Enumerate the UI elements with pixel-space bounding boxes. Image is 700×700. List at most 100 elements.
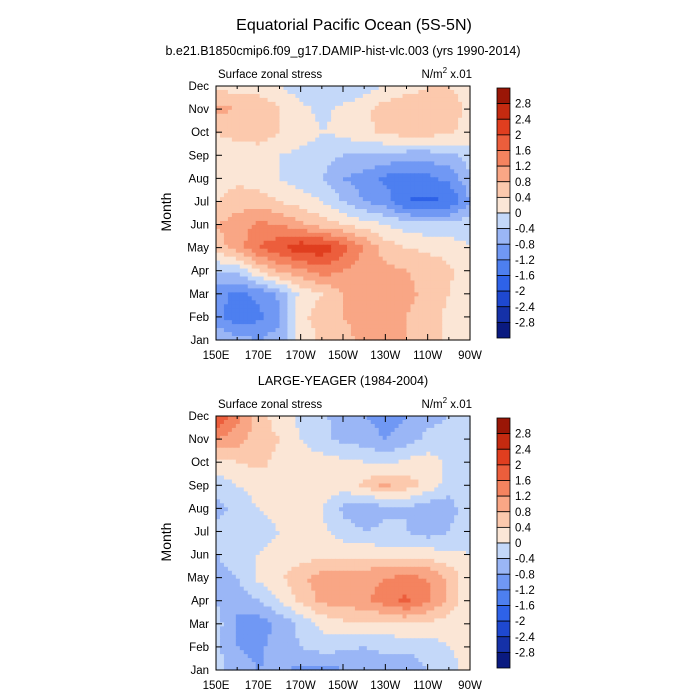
heatmap-cell xyxy=(378,129,384,135)
heatmap-cell xyxy=(323,248,328,254)
heatmap-cell xyxy=(227,419,233,425)
heatmap-cell xyxy=(223,236,229,242)
heatmap-cell xyxy=(418,316,423,321)
heatmap-cell xyxy=(259,153,265,159)
heatmap-cell xyxy=(374,224,380,230)
heatmap-cell xyxy=(251,125,257,131)
heatmap-cell xyxy=(358,316,364,321)
heatmap-cell xyxy=(398,201,404,206)
heatmap-cell xyxy=(275,161,281,166)
heatmap-cell xyxy=(350,419,356,425)
heatmap-cell xyxy=(299,145,304,151)
heatmap-cell xyxy=(442,316,447,321)
heatmap-cell xyxy=(354,185,360,190)
heatmap-cell xyxy=(434,129,439,135)
heatmap-cell xyxy=(267,260,273,266)
heatmap-cell xyxy=(243,121,249,127)
heatmap-cell xyxy=(327,93,332,99)
heatmap-cell xyxy=(239,419,245,425)
heatmap-cell xyxy=(251,419,257,425)
heatmap-cell xyxy=(227,284,233,290)
heatmap-cell xyxy=(370,157,376,163)
heatmap-cell xyxy=(442,101,447,107)
heatmap-cell xyxy=(362,117,368,123)
heatmap-cell xyxy=(335,423,340,429)
heatmap-cell xyxy=(223,177,229,182)
heatmap-cell xyxy=(343,193,348,198)
heatmap-cell xyxy=(311,181,316,186)
heatmap-cell xyxy=(219,86,225,91)
heatmap-cell xyxy=(422,145,427,151)
heatmap-cell xyxy=(462,181,467,186)
heatmap-cell xyxy=(426,141,431,147)
heatmap-cell xyxy=(235,443,241,449)
heatmap-cell xyxy=(243,149,249,155)
heatmap-cell xyxy=(398,129,404,135)
heatmap-cell xyxy=(462,308,467,313)
heatmap-cell xyxy=(331,197,336,202)
heatmap-cell xyxy=(410,455,416,461)
heatmap-cell xyxy=(438,181,443,186)
heatmap-cell xyxy=(239,177,245,182)
heatmap-cell xyxy=(231,189,237,194)
heatmap-cell xyxy=(426,280,431,286)
heatmap-cell xyxy=(462,113,467,119)
heatmap-cell xyxy=(426,459,431,465)
heatmap-cell xyxy=(239,141,245,147)
heatmap-cell xyxy=(303,296,308,301)
heatmap-cell xyxy=(287,288,293,293)
heatmap-cell xyxy=(354,197,360,202)
heatmap-cell xyxy=(394,284,400,290)
heatmap-cell xyxy=(458,181,463,186)
heatmap-cell xyxy=(271,86,277,91)
heatmap-cell xyxy=(279,248,285,254)
heatmap-cell xyxy=(243,197,249,202)
heatmap-cell xyxy=(247,459,253,465)
heatmap-cell xyxy=(335,141,340,147)
heatmap-cell xyxy=(378,431,384,437)
heatmap-cell xyxy=(354,328,360,333)
heatmap-cell xyxy=(339,427,344,433)
heatmap-cell xyxy=(430,89,435,95)
heatmap-cell xyxy=(390,113,396,119)
heatmap-cell xyxy=(438,117,443,123)
heatmap-cell xyxy=(410,288,416,293)
heatmap-cell xyxy=(362,268,368,274)
heatmap-cell xyxy=(422,439,427,445)
heatmap-cell xyxy=(354,300,360,305)
heatmap-cell xyxy=(386,447,392,453)
heatmap-cell xyxy=(287,328,293,333)
heatmap-cell xyxy=(283,209,289,214)
heatmap-cell xyxy=(378,320,384,325)
heatmap-cell xyxy=(239,427,245,433)
heatmap-cell xyxy=(410,209,416,214)
heatmap-cell xyxy=(414,213,420,218)
heatmap-cell xyxy=(450,157,455,163)
heatmap-cell xyxy=(219,193,225,198)
heatmap-cell xyxy=(283,416,289,421)
heatmap-cell xyxy=(370,419,376,425)
heatmap-cell xyxy=(279,435,285,441)
heatmap-cell xyxy=(458,201,463,206)
heatmap-cell xyxy=(414,423,420,429)
heatmap-cell xyxy=(402,252,408,258)
heatmap-cell xyxy=(299,201,304,206)
heatmap-cell xyxy=(394,133,400,139)
heatmap-cell xyxy=(382,328,388,333)
heatmap-cell xyxy=(422,169,427,174)
heatmap-cell xyxy=(275,173,281,178)
heatmap-cell xyxy=(335,280,340,286)
heatmap-cell xyxy=(446,157,451,163)
heatmap-field xyxy=(216,86,471,341)
heatmap-cell xyxy=(275,97,281,103)
heatmap-cell xyxy=(216,332,221,337)
heatmap-cell xyxy=(311,244,316,250)
heatmap-cell xyxy=(319,228,324,234)
heatmap-cell xyxy=(410,431,416,437)
heatmap-cell xyxy=(283,336,289,341)
heatmap-cell xyxy=(454,416,459,421)
heatmap-cell xyxy=(358,276,364,282)
heatmap-cell xyxy=(243,181,249,186)
heatmap-cell xyxy=(343,292,348,297)
heatmap-cell xyxy=(235,316,241,321)
